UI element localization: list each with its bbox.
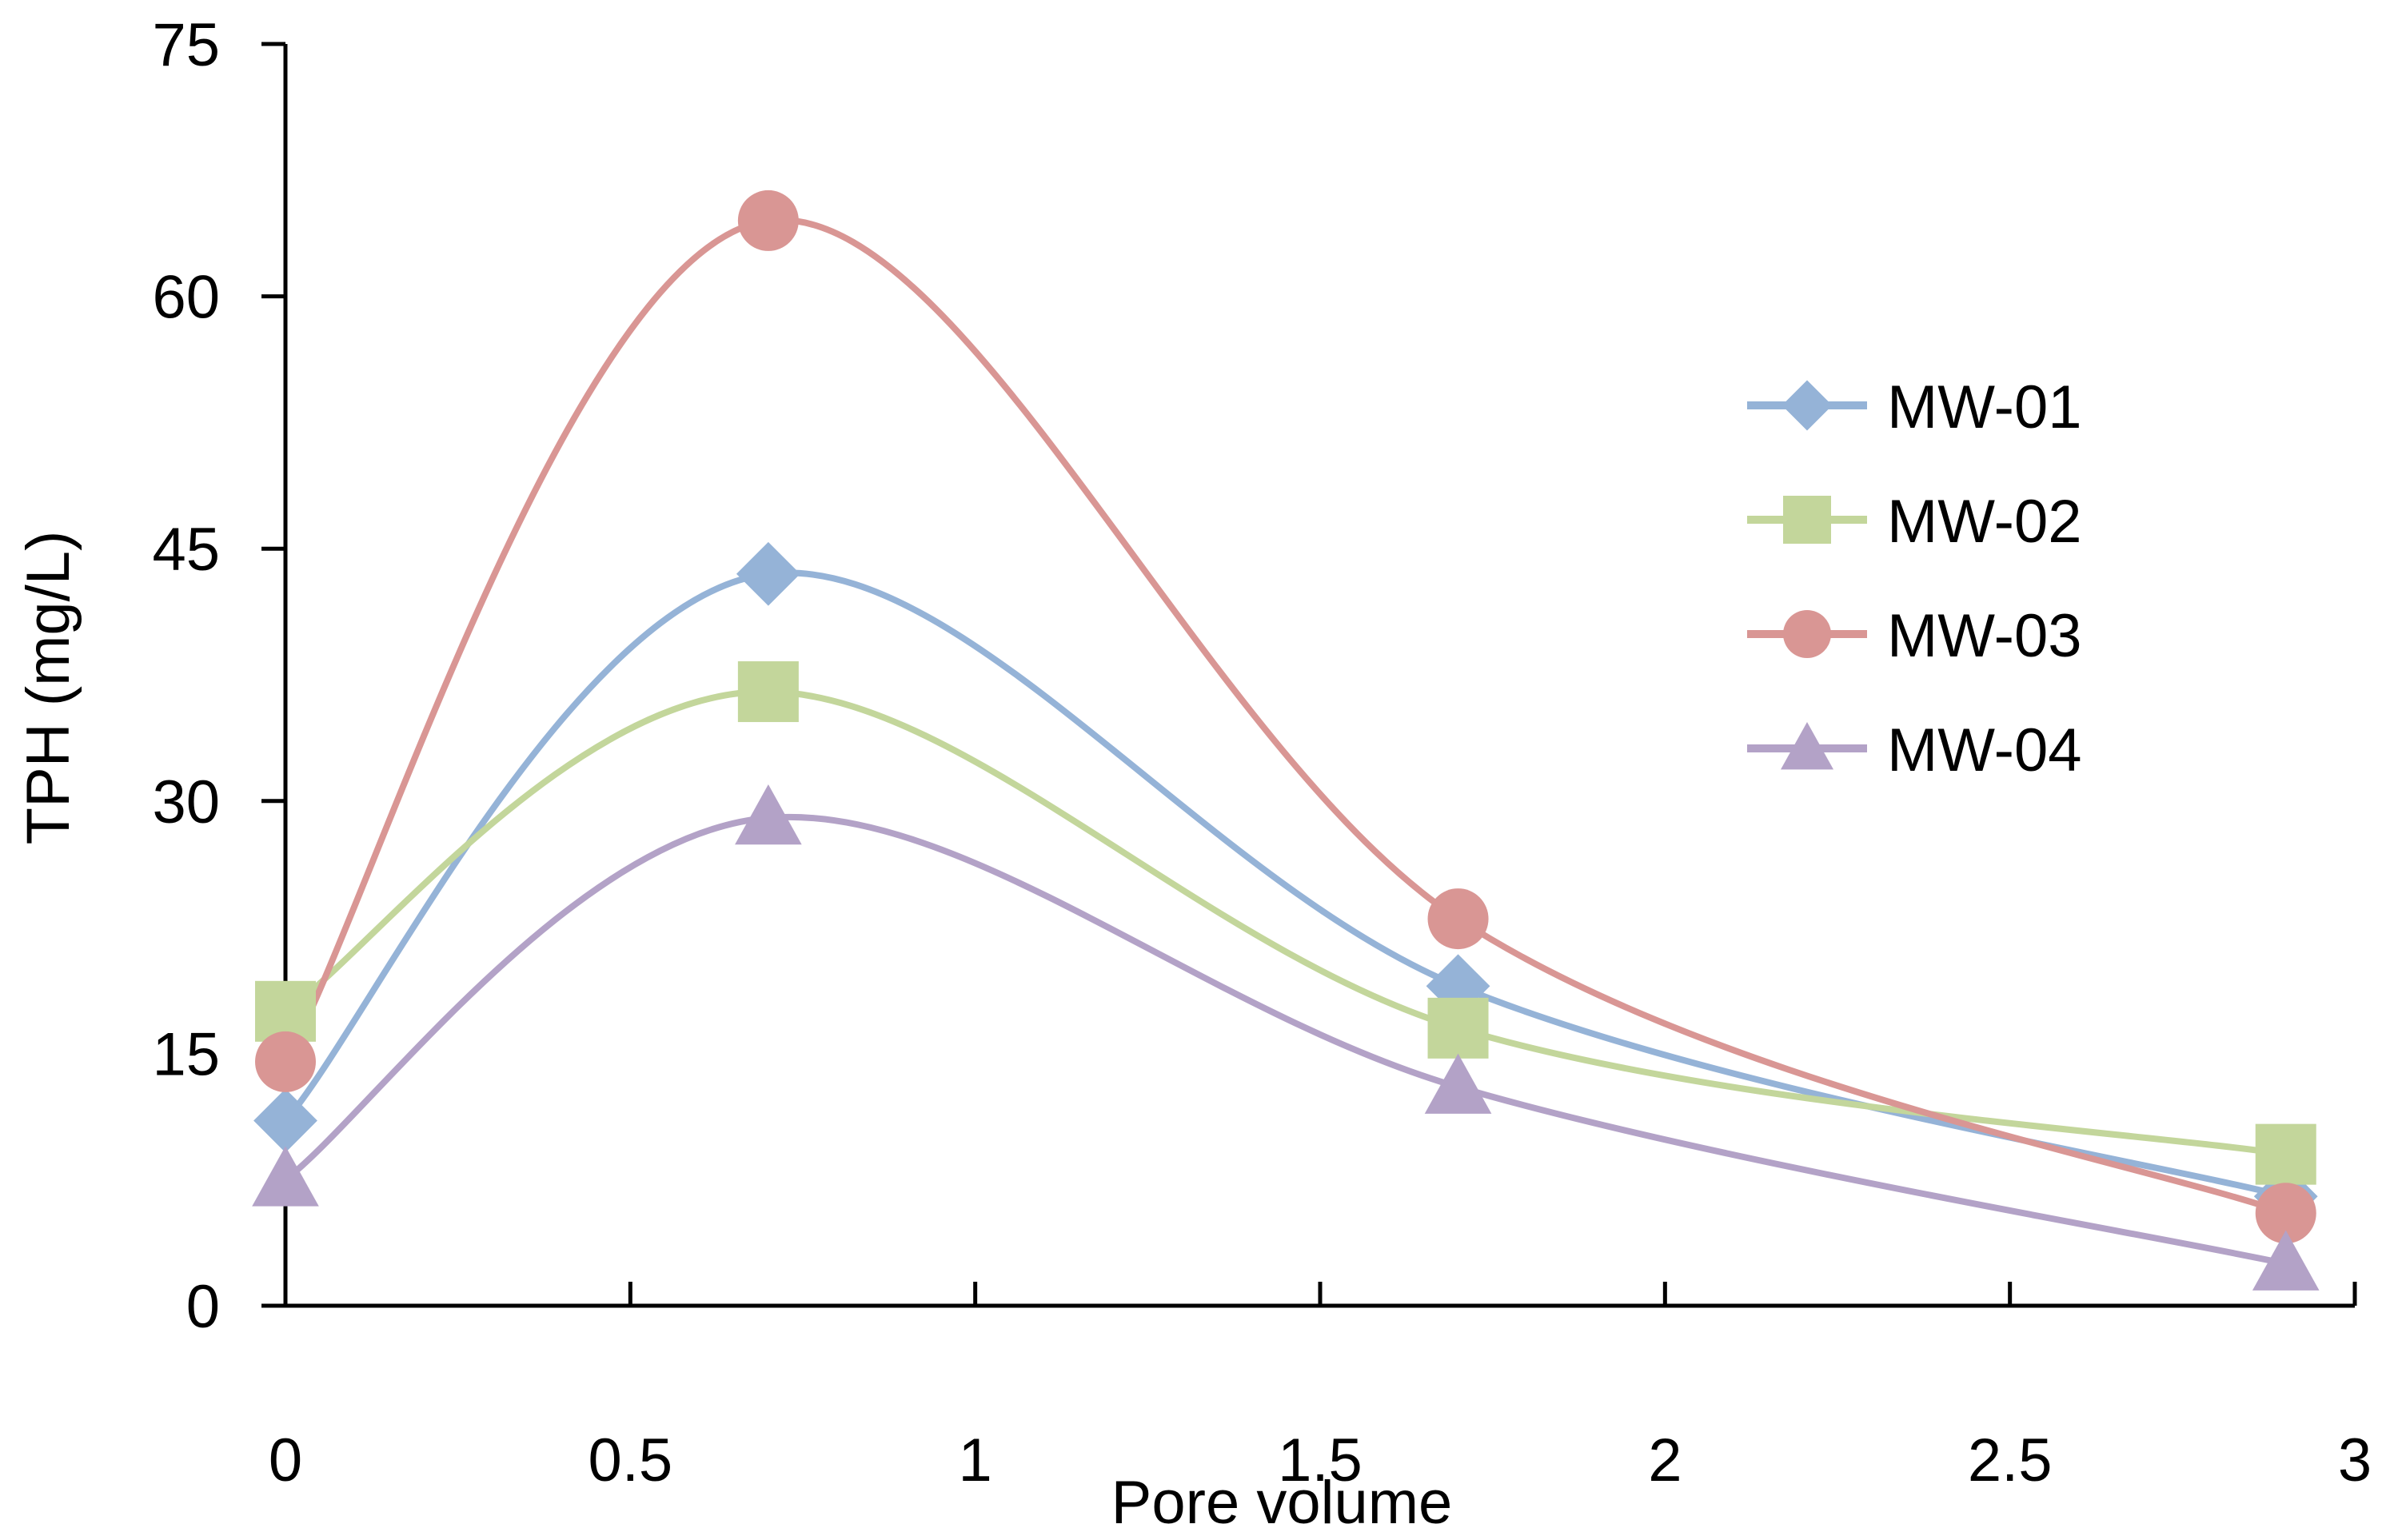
y-tick-label: 15	[152, 1020, 220, 1088]
data-point-mw-02	[737, 661, 799, 723]
series-lines	[282, 217, 2289, 1267]
legend-label: MW-04	[1887, 716, 2082, 784]
data-point-mw-03	[2255, 1183, 2316, 1244]
series-markers	[252, 190, 2320, 1291]
data-point-mw-03	[1427, 888, 1489, 950]
data-point-mw-04	[252, 1146, 319, 1207]
data-point-mw-04	[735, 784, 802, 845]
series-line-mw-01	[282, 569, 2289, 1200]
y-tick-label: 45	[152, 516, 220, 584]
legend-label: MW-01	[1887, 373, 2082, 441]
x-tick-label: 2	[1648, 1426, 1682, 1494]
legend-item-mw-03: MW-03	[1747, 602, 2082, 670]
x-tick-label: 1.5	[1278, 1426, 1363, 1494]
y-axis-title: TPH (mg/L)	[14, 531, 82, 845]
y-tick-label: 30	[152, 768, 220, 836]
legend-label: MW-03	[1887, 602, 2082, 670]
data-point-mw-01	[736, 541, 800, 606]
data-point-mw-04	[1424, 1053, 1492, 1114]
x-tick-label: 3	[2338, 1426, 2372, 1494]
legend-item-mw-01: MW-01	[1747, 373, 2082, 441]
data-point-mw-02	[1427, 997, 1489, 1059]
y-tick-label: 60	[152, 264, 220, 332]
legend-marker-icon	[1782, 380, 1833, 431]
x-tick-label: 0.5	[589, 1426, 673, 1494]
legend-marker-icon	[1781, 722, 1833, 770]
x-tick-label: 1	[959, 1426, 992, 1494]
legend-item-mw-02: MW-02	[1747, 488, 2082, 556]
y-tick-label: 75	[152, 11, 220, 79]
legend: MW-01 MW-02 MW-03 MW-04	[1747, 373, 2082, 784]
x-tick-label: 0	[269, 1426, 302, 1494]
legend-label: MW-02	[1887, 488, 2082, 556]
y-tick-label: 0	[186, 1273, 220, 1341]
data-point-mw-03	[737, 190, 799, 251]
legend-item-mw-04: MW-04	[1747, 716, 2082, 784]
x-axis-title: Pore volume	[1111, 1469, 1453, 1537]
axes: 0 15 30 45 60 75 0 0.5 1 1.5 2 2.5 3	[152, 11, 2372, 1494]
data-point-mw-02	[2255, 1123, 2316, 1185]
series-line-mw-03	[282, 217, 2289, 1217]
data-point-mw-04	[2252, 1230, 2320, 1291]
data-point-mw-01	[253, 1088, 317, 1153]
legend-marker-icon	[1783, 496, 1831, 544]
series-line-mw-04	[282, 813, 2289, 1267]
x-tick-label: 2.5	[1968, 1426, 2053, 1494]
data-point-mw-03	[255, 1031, 316, 1092]
legend-marker-icon	[1783, 610, 1831, 658]
